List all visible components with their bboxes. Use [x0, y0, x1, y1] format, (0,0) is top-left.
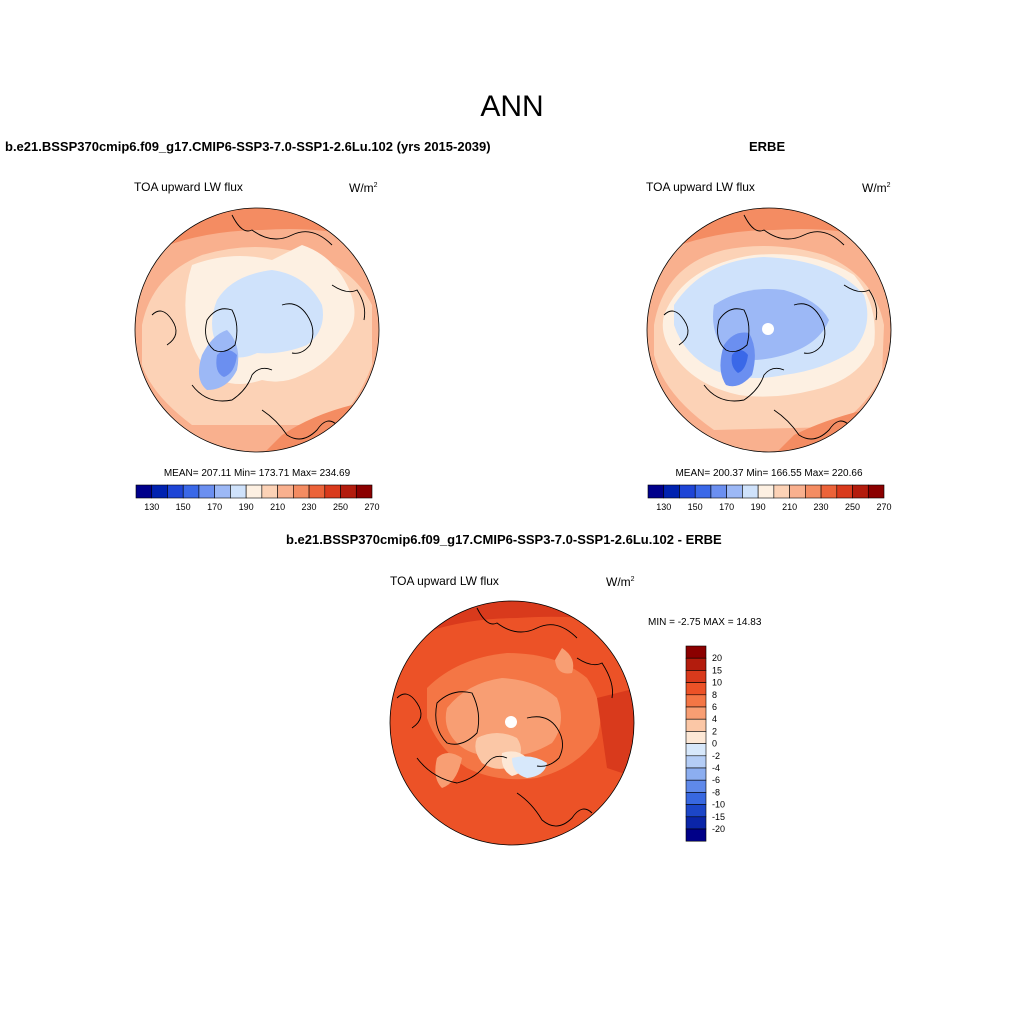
colorbar-swatch [685, 804, 707, 818]
colorbar-tick-label: -15 [712, 812, 725, 822]
panel1-colorbar: 130 150 170 190 210 230 250 270 [135, 484, 380, 512]
colorbar-swatch [151, 484, 168, 499]
colorbar-swatch [685, 792, 707, 805]
panel2-colorbar: 130 150 170 190 210 230 250 270 [647, 484, 892, 512]
colorbar-tick-label: 4 [712, 714, 717, 724]
colorbar-tick-label: 230 [302, 502, 317, 512]
colorbar-tick-label: 270 [876, 502, 891, 512]
colorbar-swatch [685, 670, 707, 683]
panel2-stats: MEAN= 200.37 Min= 166.55 Max= 220.66 [675, 468, 863, 479]
colorbar-swatch [685, 706, 707, 720]
colorbar-tick-label: 8 [712, 690, 717, 700]
panel3-variable-label: TOA upward LW flux [390, 574, 499, 588]
colorbar-tick-label: -8 [712, 787, 720, 797]
panel2-variable-label: TOA upward LW flux [646, 180, 755, 194]
colorbar-tick-label: 20 [712, 653, 722, 663]
colorbar-swatch [685, 694, 707, 708]
panel3-units-label: W/m2 [606, 575, 635, 589]
panel1-map [134, 207, 380, 453]
colorbar-swatch [726, 484, 743, 499]
colorbar-swatch [867, 484, 885, 499]
colorbar-tick-label: 270 [364, 502, 379, 512]
colorbar-tick-label: 210 [270, 502, 285, 512]
colorbar-swatch [135, 484, 153, 499]
colorbar-swatch [805, 484, 822, 499]
colorbar-swatch [685, 816, 707, 830]
colorbar-swatch [685, 657, 707, 671]
colorbar-tick-label: 10 [712, 678, 722, 688]
colorbar-swatch [214, 484, 231, 499]
colorbar-swatch [647, 484, 665, 499]
colorbar-tick-label: -10 [712, 800, 725, 810]
colorbar-tick-label: 150 [176, 502, 191, 512]
colorbar-swatch [685, 682, 707, 696]
colorbar-swatch [324, 484, 341, 499]
colorbar-tick-label: 210 [782, 502, 797, 512]
colorbar-swatch [182, 484, 200, 499]
colorbar-swatch [198, 484, 215, 499]
colorbar-tick-label: -6 [712, 775, 720, 785]
colorbar-swatch [757, 484, 775, 499]
panel2-units-label: W/m2 [862, 181, 891, 195]
colorbar-tick-label: 170 [207, 502, 222, 512]
panel3-title: b.e21.BSSP370cmip6.f09_g17.CMIP6-SSP3-7.… [286, 532, 722, 547]
colorbar-swatch [836, 484, 853, 499]
colorbar-tick-label: 250 [845, 502, 860, 512]
panel2-title: ERBE [749, 139, 786, 154]
panel1-variable-label: TOA upward LW flux [134, 180, 243, 194]
colorbar-tick-label: 0 [712, 739, 717, 749]
colorbar-swatch [742, 484, 759, 499]
colorbar-swatch [773, 484, 790, 499]
colorbar-swatch [277, 484, 294, 499]
colorbar-swatch [308, 484, 326, 499]
colorbar-tick-label: 170 [719, 502, 734, 512]
colorbar-tick-label: 250 [333, 502, 348, 512]
panel1-title: b.e21.BSSP370cmip6.f09_g17.CMIP6-SSP3-7.… [5, 139, 491, 154]
colorbar-tick-label: -20 [712, 824, 725, 834]
colorbar-tick-label: 6 [712, 702, 717, 712]
colorbar-tick-label: -2 [712, 751, 720, 761]
panel3-stats: MIN = -2.75 MAX = 14.83 [648, 617, 762, 628]
colorbar-swatch [685, 779, 707, 793]
colorbar-tick-label: 190 [751, 502, 766, 512]
colorbar-tick-label: 2 [712, 726, 717, 736]
colorbar-swatch [293, 484, 310, 499]
colorbar-tick-label: 230 [814, 502, 829, 512]
colorbar-swatch [685, 828, 707, 842]
colorbar-swatch [679, 484, 696, 499]
panel1-units-label: W/m2 [349, 181, 378, 195]
colorbar-tick-label: 130 [656, 502, 671, 512]
colorbar-swatch [663, 484, 680, 499]
colorbar-swatch [685, 743, 707, 757]
main-title: ANN [480, 90, 544, 123]
colorbar-swatch [789, 484, 806, 499]
colorbar-swatch [685, 767, 707, 781]
colorbar-tick-label: 130 [144, 502, 159, 512]
colorbar-tick-label: 150 [688, 502, 703, 512]
colorbar-tick-label: 15 [712, 665, 722, 675]
colorbar-swatch [820, 484, 838, 499]
colorbar-swatch [167, 484, 184, 499]
colorbar-swatch [245, 484, 263, 499]
panel1-stats: MEAN= 207.11 Min= 173.71 Max= 234.69 [163, 468, 351, 479]
colorbar-swatch [852, 484, 869, 499]
colorbar-tick-label: 190 [239, 502, 254, 512]
colorbar-swatch [685, 731, 707, 744]
colorbar-tick-label: -4 [712, 763, 720, 773]
colorbar-swatch [710, 484, 727, 499]
colorbar-swatch [340, 484, 357, 499]
colorbar-swatch [685, 755, 707, 769]
colorbar-swatch [261, 484, 278, 499]
colorbar-swatch [355, 484, 373, 499]
colorbar-swatch [685, 645, 707, 659]
colorbar-swatch [230, 484, 247, 499]
colorbar-swatch [694, 484, 712, 499]
panel3-map [389, 600, 635, 846]
colorbar-swatch [685, 718, 707, 732]
panel2-map [646, 207, 892, 453]
